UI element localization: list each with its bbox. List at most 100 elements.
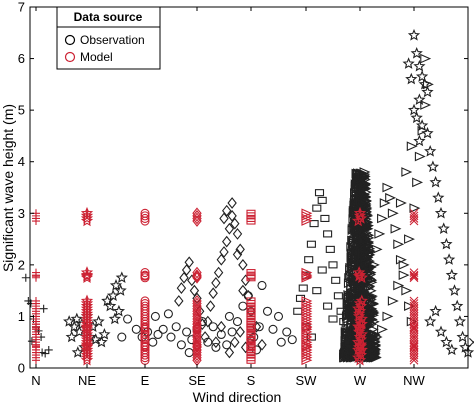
data-point-observation <box>469 337 474 347</box>
data-point-model <box>80 351 94 363</box>
model-series-E <box>140 208 150 365</box>
data-point-observation <box>216 329 226 340</box>
model-series-S <box>246 209 256 364</box>
data-point-observation <box>187 335 197 345</box>
data-point-model <box>80 268 94 281</box>
data-point-observation <box>374 229 386 239</box>
data-point-observation <box>393 239 405 250</box>
data-point-observation <box>429 175 442 188</box>
data-point-observation <box>401 167 413 177</box>
data-point-model <box>192 321 202 334</box>
data-point-observation <box>434 325 448 338</box>
data-point-model <box>140 345 150 355</box>
data-point-model <box>301 311 313 322</box>
data-point-observation <box>377 324 388 335</box>
data-point-model <box>140 216 150 226</box>
data-point-observation <box>163 309 173 319</box>
data-point-observation <box>171 322 181 332</box>
data-point-observation <box>358 234 370 245</box>
data-point-observation <box>387 296 399 306</box>
data-point-observation <box>414 151 426 162</box>
data-point-model <box>192 349 202 361</box>
data-point-observation <box>364 243 376 254</box>
data-point-observation <box>453 315 467 327</box>
data-point-model <box>80 353 94 366</box>
data-point-observation <box>92 315 105 327</box>
data-point-observation <box>456 330 469 343</box>
data-point-observation <box>442 253 456 265</box>
data-point-observation <box>352 179 364 190</box>
data-point-observation <box>451 299 464 312</box>
data-point-observation <box>398 270 410 281</box>
data-point-observation <box>424 144 437 157</box>
data-point-model <box>80 338 94 351</box>
data-point-model <box>246 324 256 332</box>
data-point-observation <box>137 332 147 342</box>
data-point-observation <box>355 282 367 293</box>
data-point-observation <box>114 284 127 296</box>
data-point-observation <box>350 226 362 236</box>
legend-model-label: Model <box>80 50 113 64</box>
data-point-observation <box>346 281 357 291</box>
data-point-model <box>301 267 313 278</box>
data-point-model <box>140 273 150 283</box>
data-point-observation <box>448 284 461 296</box>
y-tick-label: 2 <box>18 257 25 272</box>
data-point-observation <box>413 59 426 72</box>
data-point-observation <box>224 311 234 321</box>
data-point-observation <box>346 321 357 332</box>
data-point-model <box>409 271 419 281</box>
data-point-model <box>246 269 256 277</box>
data-point-observation <box>429 304 442 317</box>
x-axis-label: Wind direction <box>193 389 282 405</box>
data-point-observation <box>366 298 377 309</box>
data-point-observation <box>347 237 359 248</box>
data-point-observation <box>405 72 418 85</box>
x-tick-label: W <box>354 373 367 388</box>
data-point-model <box>192 207 202 220</box>
data-point-model <box>353 330 367 343</box>
data-point-model <box>140 211 150 221</box>
data-point-observation <box>379 198 391 208</box>
data-point-model <box>192 340 202 353</box>
data-point-observation <box>158 324 168 334</box>
x-tick-label: NW <box>403 373 425 388</box>
data-point-model <box>32 323 40 332</box>
data-point-observation <box>222 340 232 350</box>
data-point-observation <box>412 177 424 188</box>
data-point-observation <box>345 299 356 310</box>
data-point-model <box>301 272 313 283</box>
data-point-model <box>354 339 368 352</box>
data-point-model <box>409 312 419 321</box>
data-point-model <box>301 211 313 221</box>
data-point-model <box>80 321 94 333</box>
data-point-observation <box>344 301 356 311</box>
data-point-observation <box>440 237 453 250</box>
data-point-observation <box>115 271 128 283</box>
data-point-observation <box>27 337 36 346</box>
data-point-observation <box>203 315 213 328</box>
data-point-observation <box>371 244 383 255</box>
data-point-observation <box>104 299 117 312</box>
data-point-observation <box>227 197 237 209</box>
data-point-observation <box>219 212 229 225</box>
data-point-observation <box>112 304 126 317</box>
data-point-observation <box>406 141 418 152</box>
data-point-observation <box>131 324 141 334</box>
data-point-observation <box>287 335 297 345</box>
data-point-model <box>246 274 256 282</box>
data-point-model <box>352 309 366 322</box>
data-point-model <box>301 296 313 306</box>
data-point-observation <box>179 271 189 284</box>
data-point-observation <box>410 46 423 59</box>
x-tick-label: SE <box>188 373 206 388</box>
data-point-observation <box>41 349 50 358</box>
data-point-observation <box>445 268 458 281</box>
data-point-model <box>409 323 419 333</box>
data-point-observation <box>205 300 216 312</box>
data-point-observation <box>363 290 375 301</box>
data-point-model <box>80 339 94 352</box>
data-point-model <box>246 346 256 354</box>
data-point-observation <box>359 180 371 190</box>
data-point-observation <box>340 347 352 358</box>
